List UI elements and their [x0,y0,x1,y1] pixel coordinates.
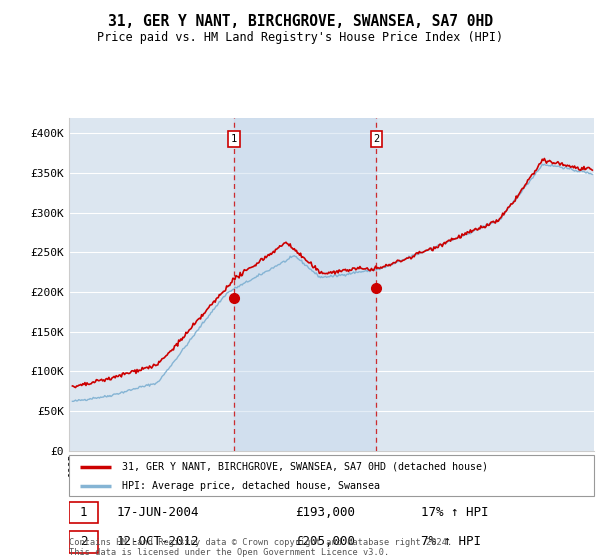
Text: 17-JUN-2004: 17-JUN-2004 [116,506,199,519]
Text: 7% ↑ HPI: 7% ↑ HPI [421,535,481,548]
Text: £205,000: £205,000 [295,535,355,548]
Text: 1: 1 [80,506,87,519]
Text: 1: 1 [231,134,238,144]
Text: 31, GER Y NANT, BIRCHGROVE, SWANSEA, SA7 0HD (detached house): 31, GER Y NANT, BIRCHGROVE, SWANSEA, SA7… [121,461,487,472]
Text: 2: 2 [80,535,87,548]
Bar [234,118,376,451]
FancyBboxPatch shape [69,455,594,496]
Text: Contains HM Land Registry data © Crown copyright and database right 2024.
This d: Contains HM Land Registry data © Crown c… [69,538,452,557]
Text: £193,000: £193,000 [295,506,355,519]
Text: 31, GER Y NANT, BIRCHGROVE, SWANSEA, SA7 0HD: 31, GER Y NANT, BIRCHGROVE, SWANSEA, SA7… [107,14,493,29]
FancyBboxPatch shape [69,502,98,524]
Text: 12-OCT-2012: 12-OCT-2012 [116,535,199,548]
FancyBboxPatch shape [69,531,98,553]
Text: HPI: Average price, detached house, Swansea: HPI: Average price, detached house, Swan… [121,480,380,491]
Text: Price paid vs. HM Land Registry's House Price Index (HPI): Price paid vs. HM Land Registry's House … [97,31,503,44]
Text: 2: 2 [373,134,380,144]
Text: 17% ↑ HPI: 17% ↑ HPI [421,506,488,519]
